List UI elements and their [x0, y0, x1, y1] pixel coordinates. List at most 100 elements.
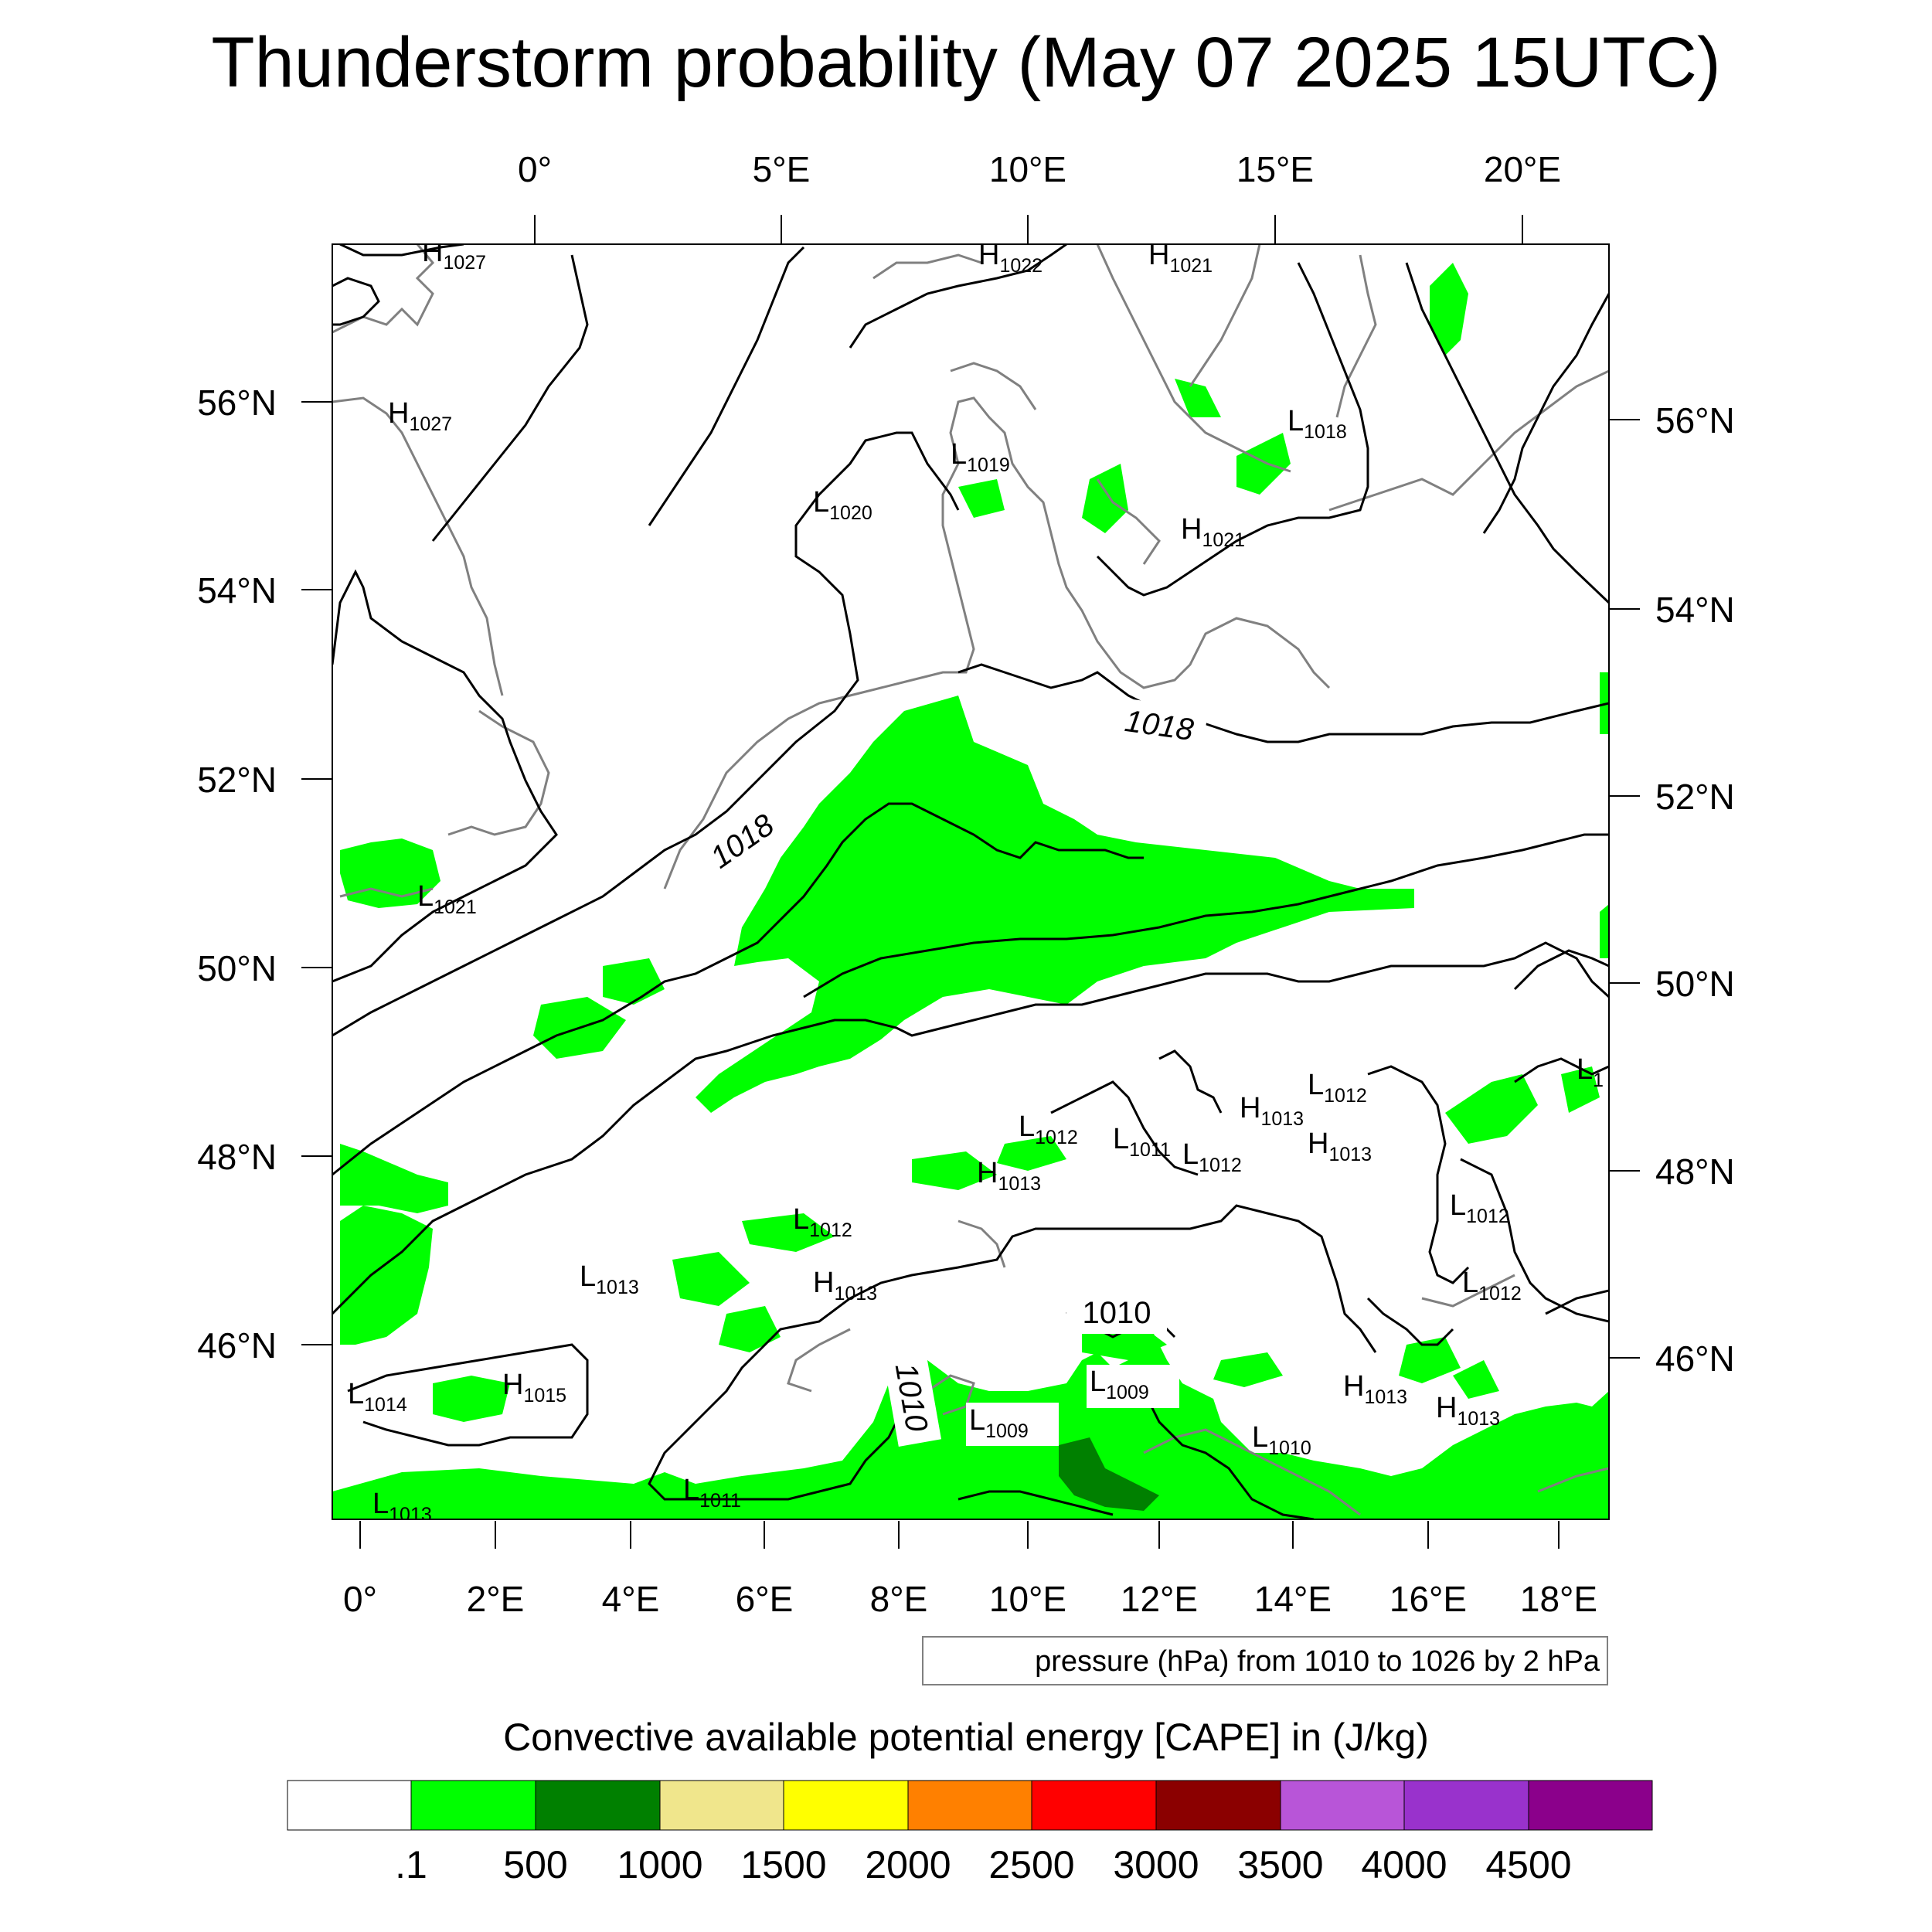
pressure-center-value: 1019 — [967, 454, 1010, 476]
pressure-center-letter: H — [1181, 513, 1202, 546]
pressure-center-letter: L — [1577, 1053, 1593, 1086]
pressure-center-value: 1012 — [1466, 1206, 1509, 1227]
colorbar-swatch — [659, 1780, 784, 1831]
pressure-center: L1012 — [1462, 1267, 1522, 1304]
pressure-center-letter: L — [580, 1260, 596, 1293]
pressure-center-letter: H — [502, 1369, 523, 1401]
left-lat-label: 52°N — [197, 760, 277, 800]
top-lon-label: 20°E — [1484, 149, 1561, 189]
pressure-center: H1015 — [502, 1369, 566, 1406]
pressure-center-letter: L — [1113, 1123, 1129, 1155]
pressure-center-value: 1018 — [1304, 421, 1347, 443]
colorbar-swatch — [1155, 1780, 1281, 1831]
bottom-lon-label: 18°E — [1520, 1579, 1597, 1619]
pressure-center-value: 1011 — [1129, 1139, 1171, 1161]
pressure-center-letter: L — [348, 1378, 364, 1410]
pressure-center: L1012 — [1450, 1189, 1509, 1227]
pressure-center-letter: L — [813, 486, 829, 519]
bottom-lon-label: 14°E — [1254, 1579, 1332, 1619]
pressure-center-value: 1020 — [829, 502, 872, 524]
pressure-center-value: 1015 — [523, 1385, 566, 1406]
pressure-center-value: 1013 — [1457, 1408, 1500, 1430]
pressure-center: L1012 — [1019, 1111, 1078, 1148]
pressure-center-letter: L — [1287, 405, 1304, 437]
pressure-center-letter: H — [1343, 1370, 1364, 1403]
pressure-center: L1009 — [1090, 1366, 1149, 1403]
pressure-center: H1013 — [1240, 1092, 1304, 1130]
right-lat-label: 54°N — [1655, 590, 1735, 630]
colorbar-label: .1 — [395, 1843, 427, 1886]
pressure-center: H1013 — [813, 1267, 877, 1304]
pressure-center: H1013 — [1343, 1370, 1407, 1408]
bottom-lon-label: 10°E — [989, 1579, 1066, 1619]
pressure-center-value: 1013 — [998, 1173, 1041, 1195]
left-lat-label: 56°N — [197, 383, 277, 423]
pressure-center-letter: H — [978, 239, 999, 271]
colorbar-labels: .1 500 1000 1500 2000 2500 3000 3500 400… — [395, 1843, 1571, 1886]
right-lat-label: 56°N — [1655, 400, 1735, 440]
pressure-center: L1012 — [1182, 1138, 1242, 1176]
pressure-center: H1013 — [1436, 1392, 1500, 1430]
colorbar-swatch — [783, 1780, 909, 1831]
colorbar-label: 2000 — [865, 1843, 951, 1886]
cape-fill-mid — [1059, 1437, 1159, 1511]
left-latitude-axis: 56°N 54°N 52°N 50°N 48°N 46°N — [197, 383, 332, 1366]
pressure-center: L1012 — [793, 1203, 852, 1241]
pressure-info-box: pressure (hPa) from 1010 to 1026 by 2 hP… — [922, 1636, 1608, 1685]
colorbar-swatch — [1280, 1780, 1405, 1831]
pressure-center-value: 1021 — [1202, 529, 1245, 551]
pressure-center-value: 1 — [1593, 1070, 1604, 1091]
pressure-center-letter: L — [1252, 1421, 1268, 1454]
pressure-center-value: 1014 — [364, 1394, 407, 1416]
left-lat-label: 48°N — [197, 1137, 277, 1177]
pressure-center: L1010 — [1252, 1421, 1311, 1459]
pressure-center-value: 1021 — [1169, 255, 1213, 277]
pressure-center-value: 1012 — [809, 1219, 852, 1241]
pressure-center-letter: H — [1308, 1128, 1328, 1160]
pressure-center-value: 1012 — [1324, 1085, 1367, 1107]
pressure-center-value: 1013 — [596, 1277, 639, 1298]
pressure-center: H1013 — [977, 1157, 1041, 1195]
colorbar-label: 3500 — [1237, 1843, 1323, 1886]
pressure-center: L1013 — [372, 1488, 432, 1526]
pressure-center: L1011 — [683, 1474, 741, 1512]
pressure-center: L1 — [1577, 1053, 1604, 1091]
map-title: Thunderstorm probability (May 07 2025 15… — [211, 23, 1720, 102]
pressure-center: L1009 — [969, 1404, 1029, 1442]
pressure-center-value: 1013 — [1328, 1144, 1372, 1165]
pressure-center-letter: L — [1090, 1366, 1106, 1398]
pressure-center-letter: H — [813, 1267, 834, 1299]
bottom-lon-label: 2°E — [467, 1579, 525, 1619]
right-lat-label: 52°N — [1655, 777, 1735, 817]
pressure-center: L1020 — [813, 486, 872, 524]
colorbar-label: 4000 — [1361, 1843, 1447, 1886]
right-lat-label: 48°N — [1655, 1151, 1735, 1192]
colorbar-label: 500 — [503, 1843, 567, 1886]
top-lon-label: 10°E — [989, 149, 1066, 189]
top-lon-label: 5°E — [753, 149, 811, 189]
pressure-center-letter: H — [1148, 239, 1169, 271]
colorbar-label: 1000 — [617, 1843, 702, 1886]
pressure-center-value: 1013 — [1364, 1386, 1407, 1408]
right-latitude-axis: 56°N 54°N 52°N 50°N 48°N 46°N — [1609, 400, 1735, 1379]
pressure-center: H1027 — [422, 236, 486, 274]
colorbar-swatch — [287, 1780, 412, 1831]
pressure-center-value: 1027 — [443, 252, 486, 274]
pressure-info-text: pressure (hPa) from 1010 to 1026 by 2 hP… — [1035, 1645, 1600, 1678]
bottom-lon-label: 0° — [343, 1579, 377, 1619]
colorbar-swatch — [535, 1780, 661, 1831]
bottom-lon-label: 8°E — [870, 1579, 928, 1619]
colorbar-swatch — [1528, 1780, 1653, 1831]
left-lat-label: 46°N — [197, 1325, 277, 1366]
contour-labels: 1018 1018 1010 1010 — [691, 696, 1209, 1447]
map-area: 1018 1018 1010 1010 H1027 H1027 H1022 H1… — [332, 236, 1609, 1526]
pressure-center: L1018 — [1287, 405, 1347, 443]
isobars — [332, 244, 1609, 1519]
pressure-center: L1021 — [417, 880, 477, 918]
pressure-center-letter: H — [977, 1157, 998, 1189]
bottom-lon-label: 16°E — [1389, 1579, 1467, 1619]
top-lon-label: 0° — [518, 149, 552, 189]
pressure-center-letter: H — [388, 397, 409, 430]
pressure-center-value: 1012 — [1478, 1283, 1522, 1304]
pressure-center: H1013 — [1308, 1128, 1372, 1165]
